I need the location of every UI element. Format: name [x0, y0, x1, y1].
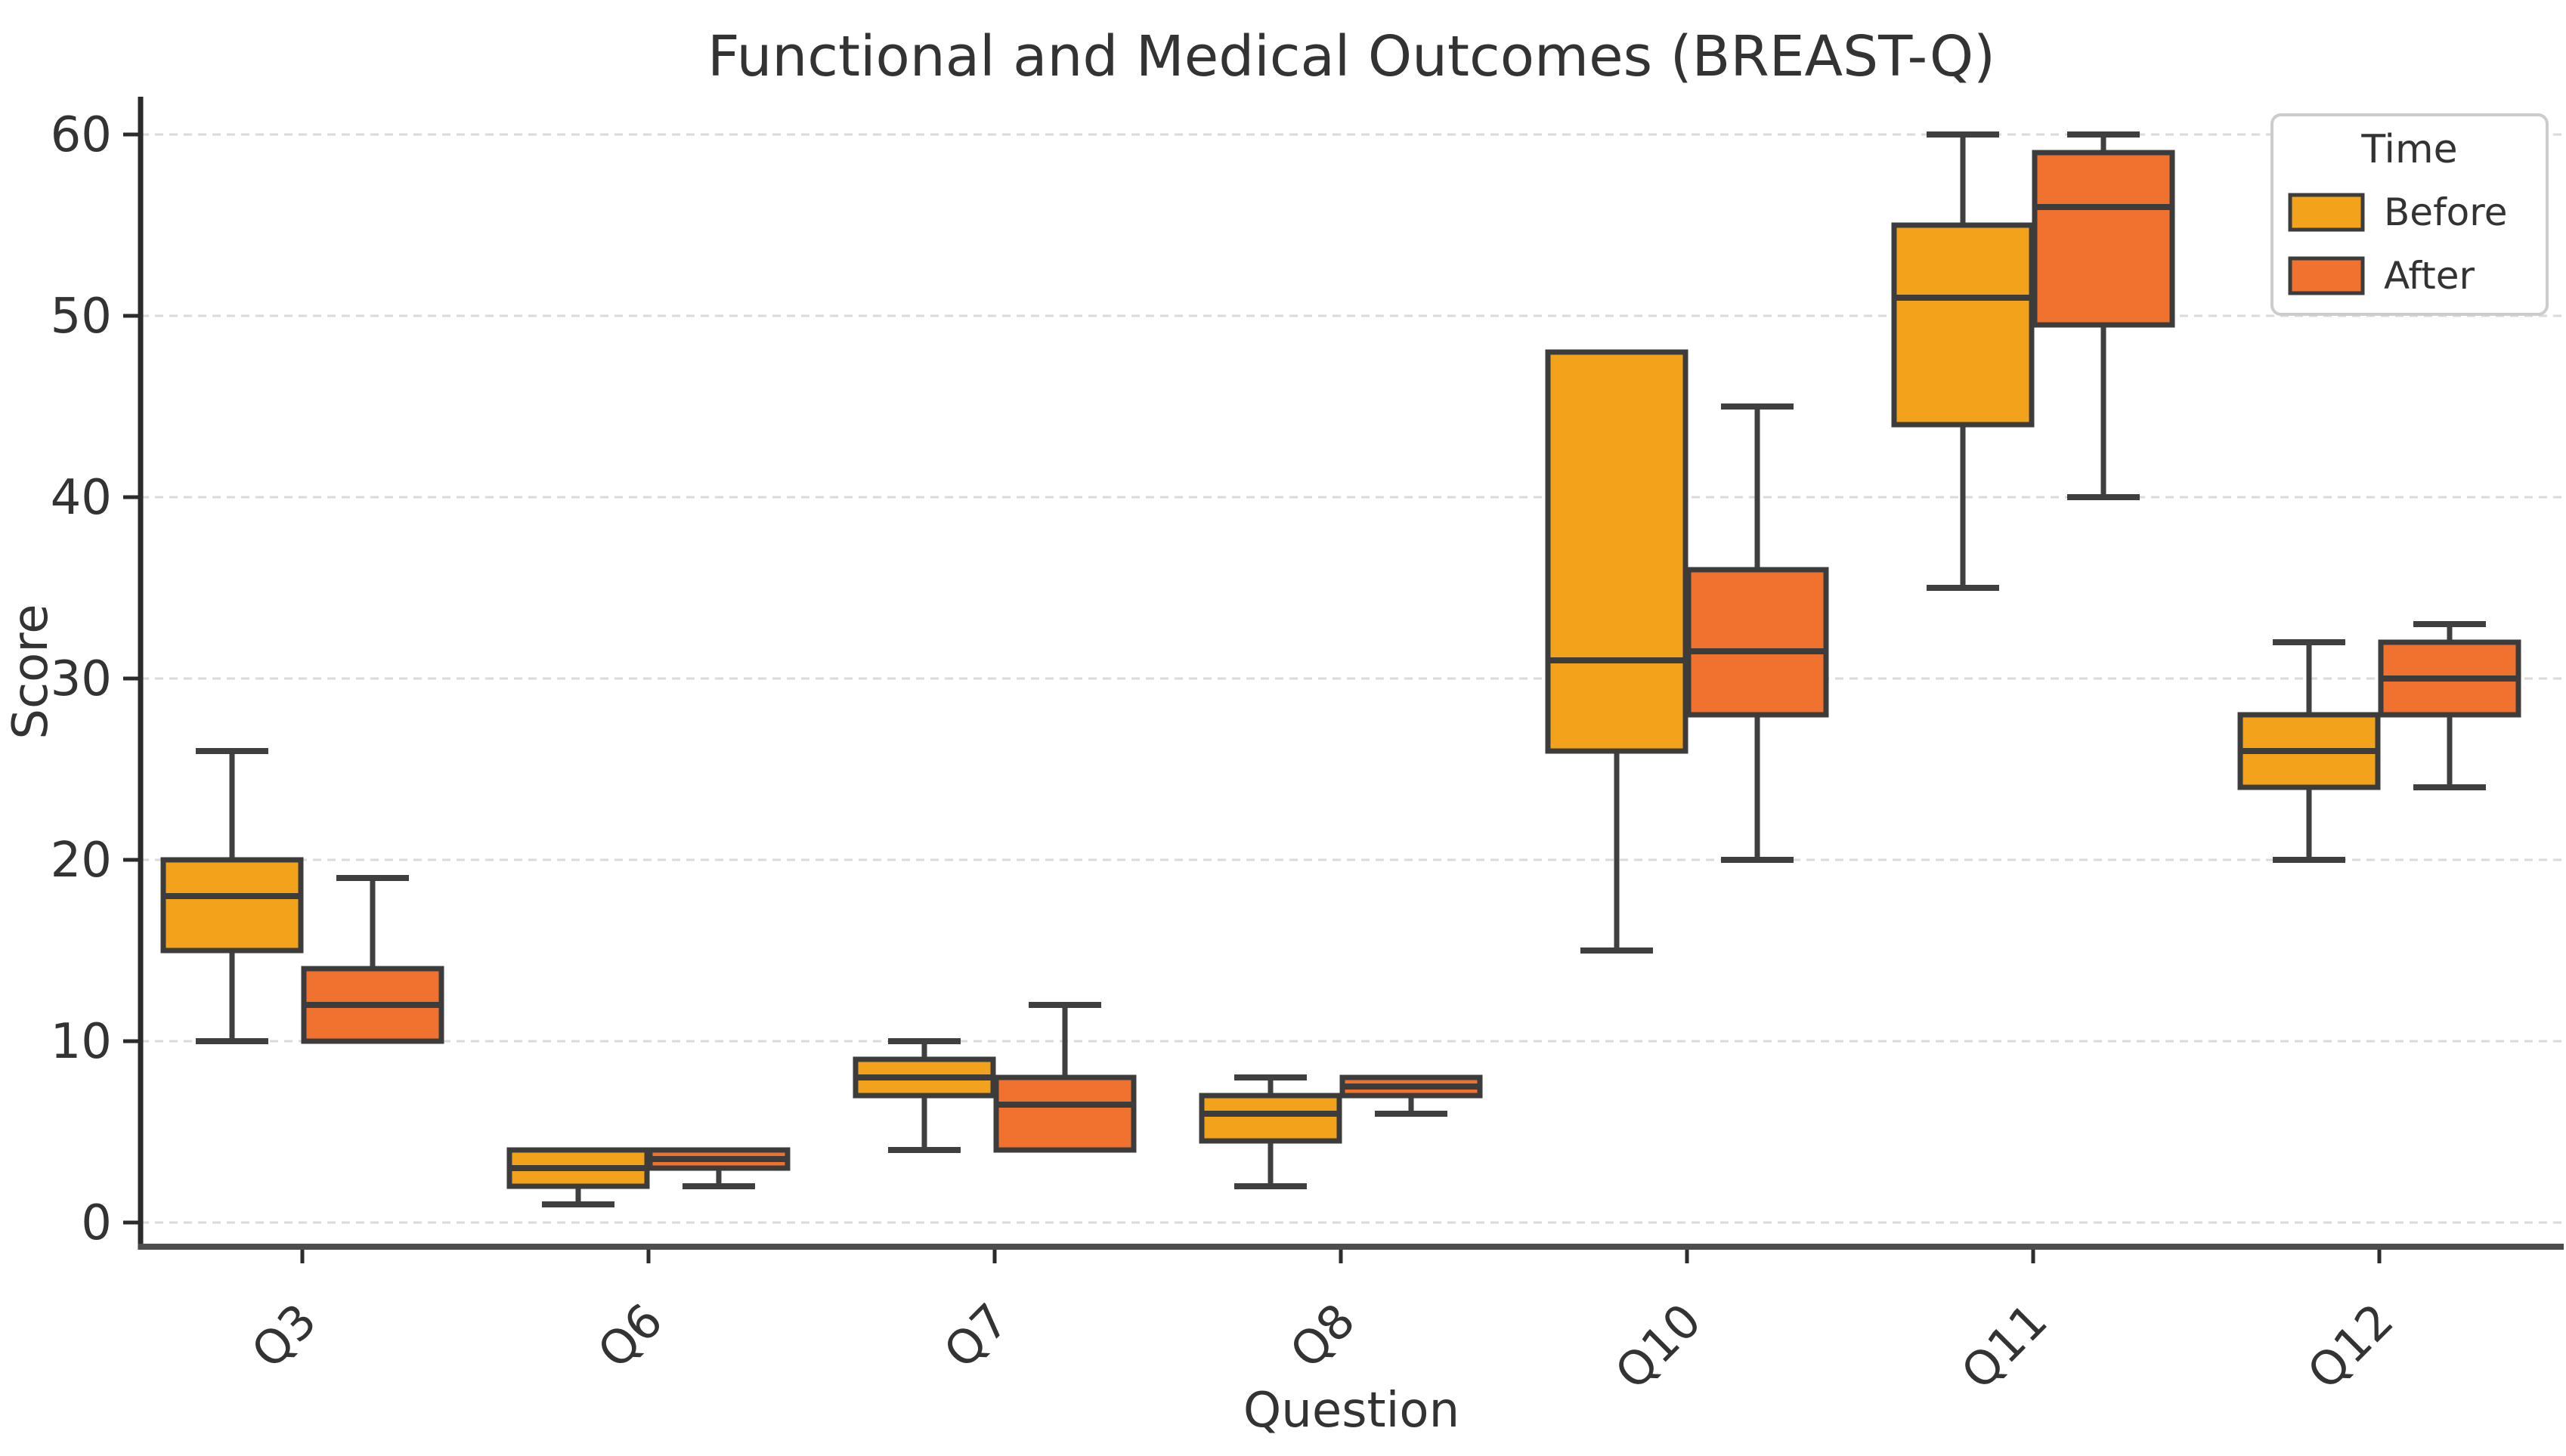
box-before-q7 [853, 1038, 996, 1153]
box-before-q6 [506, 1147, 650, 1207]
box-rect [1685, 567, 1829, 718]
y-axis-label: Score [3, 604, 59, 739]
box-after-q3 [301, 875, 444, 1044]
y-tick-label-60: 60 [51, 107, 112, 163]
box-after-q11 [2032, 131, 2175, 500]
box-rect [993, 1074, 1137, 1153]
y-tick-label-20: 20 [51, 833, 112, 889]
box-rect [2032, 150, 2175, 328]
y-tick-label-40: 40 [51, 470, 112, 526]
box-rect [1199, 1093, 1342, 1144]
y-tick-label-10: 10 [51, 1014, 112, 1070]
gridlines [141, 133, 2562, 1224]
box-after-q6 [647, 1147, 791, 1189]
box-before-q11 [1891, 131, 2035, 591]
y-tick-label-30: 30 [51, 651, 112, 707]
legend: Time Before After [2270, 113, 2549, 316]
box-after-q12 [2378, 621, 2521, 790]
legend-title: Time [2360, 127, 2457, 172]
box-after-q10 [1685, 403, 1829, 863]
x-axis-label: Question [1243, 1383, 1459, 1439]
boxplot-boxes [160, 131, 2521, 1207]
box-before-q10 [1545, 349, 1688, 954]
box-after-q8 [1339, 1074, 1483, 1117]
y-axis-ticks: 0 10 20 30 40 50 60 [51, 107, 141, 1251]
legend-entries: Before After [2288, 190, 2507, 298]
box-rect [160, 857, 304, 954]
y-tick-label-0: 0 [81, 1195, 112, 1251]
box-after-q7 [993, 1002, 1137, 1153]
box-before-q3 [160, 748, 304, 1044]
legend-label-after: After [2384, 254, 2475, 298]
legend-swatch-after [2288, 256, 2365, 295]
chart-title: Functional and Medical Outcomes (BREAST-… [707, 24, 1995, 89]
box-rect [1545, 349, 1688, 754]
legend-label-before: Before [2384, 190, 2507, 234]
y-tick-label-50: 50 [51, 289, 112, 345]
box-before-q12 [2237, 639, 2381, 863]
legend-swatch-before [2288, 193, 2365, 232]
box-before-q8 [1199, 1074, 1342, 1189]
box-rect [1891, 222, 2035, 428]
